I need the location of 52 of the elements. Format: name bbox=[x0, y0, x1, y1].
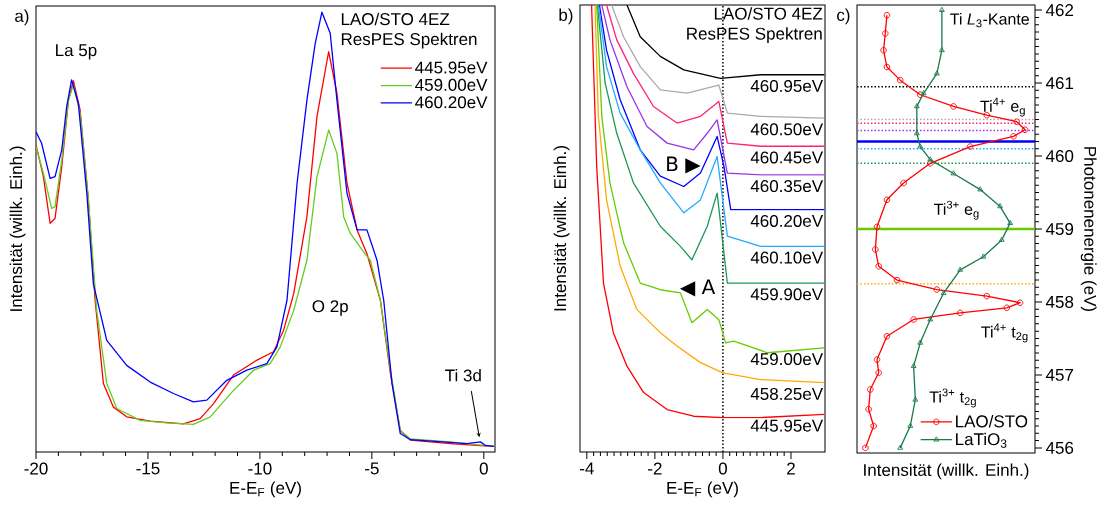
series-label: 445.95eV bbox=[750, 419, 824, 432]
x-tick-label: -15 bbox=[136, 462, 160, 475]
annotation: B ▶ bbox=[667, 156, 701, 174]
series-label: 459.00eV bbox=[750, 353, 824, 366]
annotation: La 5p bbox=[56, 44, 97, 60]
y-tick-label: 461 bbox=[1045, 77, 1074, 90]
legend-label: LaTiO$_{3}$ bbox=[956, 432, 1007, 448]
y-axis-title: Intensität (willk. Einh.) bbox=[553, 146, 570, 311]
y-axis-title: Intensität (willk. Einh.) bbox=[9, 146, 26, 311]
annotation: Ti$^{4+}$ e$_{g}$ bbox=[980, 97, 1025, 117]
series-label: 460.95eV bbox=[750, 79, 824, 92]
x-tick-label: -5 bbox=[365, 462, 379, 475]
y-tick-label: 459 bbox=[1045, 222, 1074, 236]
legend-label: LAO/STO bbox=[956, 414, 1028, 428]
chart-title: b) bbox=[559, 8, 573, 25]
x-tick-label: 0 bbox=[479, 462, 488, 475]
series-label: 459.90eV bbox=[750, 288, 824, 301]
x-axis-title: E-E$_{F}$ (eV) bbox=[667, 481, 738, 498]
x-tick-label: -4 bbox=[580, 462, 594, 475]
legend-label: 445.95eV bbox=[415, 61, 488, 74]
x-axis-title: Intensität (willk. Einh.) bbox=[864, 463, 1029, 480]
x-tick-label: -20 bbox=[24, 462, 48, 475]
series-label: 460.50eV bbox=[750, 123, 824, 136]
series-label: 460.45eV bbox=[750, 151, 824, 164]
series-label: 458.25eV bbox=[750, 387, 824, 400]
legend-label: 459.00eV bbox=[415, 78, 488, 91]
chart-title: c) bbox=[837, 8, 850, 25]
annotation: ◀ A bbox=[679, 279, 716, 297]
x-axis-title: E-E$_{F}$ (eV) bbox=[230, 481, 301, 498]
legend-label: 460.20eV bbox=[415, 96, 488, 109]
annotation: Ti 3d bbox=[445, 368, 481, 382]
text: LAO/STO 4EZ ResPES Spektren bbox=[687, 7, 823, 44]
series-label: 460.35eV bbox=[750, 180, 824, 193]
y-tick-label: 456 bbox=[1045, 441, 1074, 454]
y-axis-title: Photonenenergie (eV) bbox=[1080, 147, 1097, 312]
y-tick-label: 460 bbox=[1045, 150, 1074, 163]
x-tick-label: -10 bbox=[248, 462, 272, 475]
y-tick-label: 458 bbox=[1045, 295, 1074, 308]
chart-title: a) bbox=[15, 9, 29, 26]
annotation: Ti L$_{3}$-Kante bbox=[950, 13, 1029, 28]
series-label: 460.20eV bbox=[750, 214, 824, 227]
x-tick-label: -2 bbox=[648, 462, 662, 475]
y-tick-label: 462 bbox=[1045, 4, 1074, 17]
annotation: Ti$^{3+}$ e$_{g}$ bbox=[934, 200, 979, 220]
y-tick-label: 457 bbox=[1045, 368, 1074, 381]
annotation: Ti$^{4+}$ t$_{2g}$ bbox=[981, 323, 1028, 343]
annotation: O 2p bbox=[312, 300, 348, 316]
legend-title: LAO/STO 4EZ ResPES Spektren bbox=[341, 12, 477, 49]
x-tick-label: 2 bbox=[787, 462, 795, 475]
x-tick-label: 0 bbox=[718, 462, 727, 475]
annotation: Ti$^{3+}$ t$_{2g}$ bbox=[929, 388, 976, 408]
series-label: 460.10eV bbox=[750, 251, 824, 264]
